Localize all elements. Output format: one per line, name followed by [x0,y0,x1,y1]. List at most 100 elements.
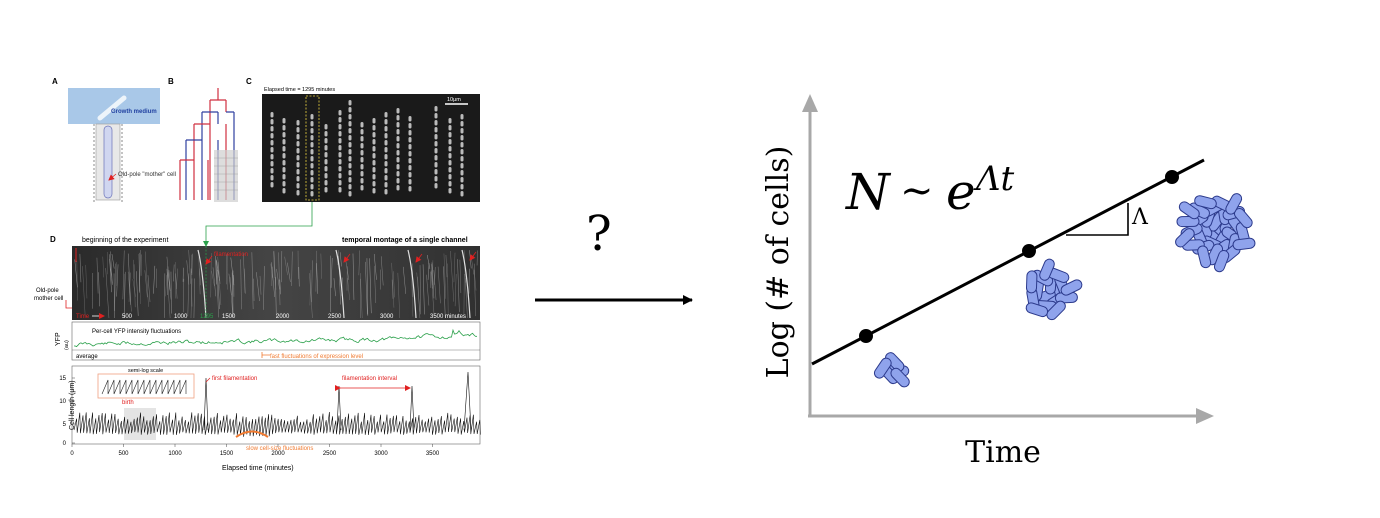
kymograph-streaks [74,246,478,320]
x-tick-label: 3000 [374,451,388,457]
scale-bar-label: 10μm [447,97,461,103]
montage-tick-label: 2500 [328,314,342,320]
growth-schematic: Λ N ∼ e Λt Log (# of cells) Time [761,94,1256,470]
x-axis-arrowhead [1196,408,1214,424]
beginning-label: beginning of the experiment [82,237,168,244]
colony-medium [1025,258,1083,321]
panel-a-letter: A [52,77,58,86]
data-point [1022,244,1036,258]
bacterium-cell [890,367,910,388]
y-tick-label: 10 [59,399,66,405]
x-tick-label: 500 [118,451,129,457]
mother-cell-label-d: mother cell [34,296,63,302]
slope-triangle [1066,203,1129,236]
time-label: Time [76,314,90,320]
cell-length-y-ticks: 0 5 10 15 [59,376,75,447]
cell-column [324,124,328,193]
montage-title: temporal montage of a single channel [342,237,468,244]
montage-tick-label: 1000 [174,314,188,320]
bacterium-cell [1232,237,1256,251]
cell-column [338,110,342,193]
bacterium-cell [1060,279,1083,296]
panel-b: B [168,77,238,202]
cell-column [270,112,274,188]
y-tick-label: 5 [63,422,67,428]
yfp-axis-label: YFP [55,332,62,346]
bacterium-cell [1175,228,1195,248]
bacterium-cell [1225,193,1243,215]
bacterium-cell [1178,201,1200,220]
cell-column [360,122,364,191]
old-pole-label: Old-pole [36,288,59,294]
x-tick-label: 0 [70,451,74,457]
fast-fluct-label: fast fluctuations of expression level [270,354,363,360]
green-connector [203,202,313,247]
x-axis-label: Elapsed time (minutes) [222,465,294,472]
cell-length-x-ticks: 0 500 1000 1500 2000 2500 3000 3500 [70,444,440,457]
formula-e: e [946,163,976,221]
data-point [1165,170,1179,184]
selected-channel-box [305,95,320,201]
filamentation-label: filamentation [214,252,248,258]
y-axis-label: Log (# of cells) [761,146,796,379]
montage-tick-label: 3500 minutes [430,314,466,320]
x-tick-label: 1500 [220,451,234,457]
x-tick-label: 2000 [271,451,285,457]
growth-line [811,158,1205,366]
y-tick-label: 0 [63,441,67,447]
semilog-label: semi-log scale [128,368,163,374]
cell-column [408,116,412,192]
experiment-figure: A Growth medium Old-pole "mother" cell B [34,77,481,472]
yfp-panel [71,321,481,361]
cell-column [384,112,388,195]
filamentation-arrows [205,251,477,265]
y-axis-arrowhead [802,94,818,112]
bacterium-cell [1025,302,1049,318]
panel-d-letter: D [50,235,56,244]
bacterium-cell [1213,249,1230,273]
growth-formula: N ∼ e Λt [845,159,1015,221]
cell-column [296,120,300,196]
x-tick-label: 3500 [426,451,440,457]
question-mark: ? [586,206,612,262]
bacterium-cell [1046,300,1066,321]
formula-exponent: Λt [973,159,1015,199]
montage-tick-label: 3000 [380,314,394,320]
panel-a: A Growth medium Old-pole "mother" cell [52,77,176,202]
average-label: average [76,354,98,360]
x-tick-label: 1000 [168,451,182,457]
cell-column [310,114,314,197]
yfp-trace [73,328,478,348]
microscopy-image [262,94,480,202]
bacterium-cell [1039,258,1055,281]
bacterium-cell [1197,245,1212,269]
bacterium-cell [873,357,892,379]
elapsed-time-label: Elapsed time = 1295 minutes [264,87,335,93]
mother-cell-label: Old-pole "mother" cell [118,172,176,178]
colony-small [873,352,910,388]
colony-large [1175,193,1256,273]
semilog-inset-trace [101,379,187,395]
bacterium-cell [1194,195,1217,210]
slope-label: Λ [1131,205,1149,230]
montage-tick-labels: 500 1000 1295 1500 2000 2500 3000 3500 minutes [122,314,466,320]
data-point [859,329,873,343]
yfp-title: Per-cell YFP intensity fluctuations [92,329,181,335]
cell-column [396,108,400,191]
panel-d: D beginning of the experiment temporal m… [34,235,481,472]
panel-c: C Elapsed time = 1295 minutes 10μm [246,77,480,202]
yfp-unit-label: (au) [64,340,70,350]
x-tick-label: 2500 [323,451,337,457]
montage-tick-label: 1295 [200,314,214,320]
slow-fluct-label: slow cell-size fluctuations [246,446,313,452]
first-filamentation-label: first filamentation [212,376,257,382]
cell-column [348,100,352,197]
filamentation-interval-label: filamentation interval [342,376,397,382]
montage-tick-label: 1500 [222,314,236,320]
panel-c-letter: C [246,77,252,86]
bacterium-cell [1025,270,1038,294]
cell-column [372,118,376,194]
cell-column [282,118,286,194]
